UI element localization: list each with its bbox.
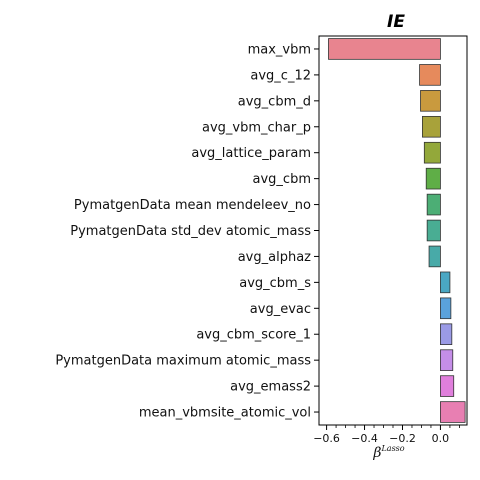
y-tick-label-2: avg_cbm_d bbox=[238, 94, 311, 109]
x-tick-label-0: −0.6 bbox=[313, 432, 340, 445]
bar-14 bbox=[440, 401, 466, 423]
bar-5 bbox=[425, 167, 441, 190]
y-tick-label-3: avg_vbm_char_p bbox=[202, 120, 311, 135]
y-tick-label-1: avg_c_12 bbox=[250, 68, 311, 83]
bar-11 bbox=[440, 323, 453, 346]
bar-0 bbox=[328, 38, 441, 60]
x-axis-label: βLasso bbox=[372, 444, 404, 461]
y-tick-label-6: PymatgenData mean mendeleev_no bbox=[74, 198, 311, 213]
y-tick-label-14: mean_vbmsite_atomic_vol bbox=[139, 406, 311, 421]
bar-2 bbox=[420, 90, 441, 112]
bar-1 bbox=[419, 64, 441, 86]
y-tick-label-12: PymatgenData maximum atomic_mass bbox=[55, 354, 311, 369]
x-axis-label-superscript: Lasso bbox=[380, 444, 404, 453]
y-axis-labels: max_vbm avg_c_12 avg_cbm_d avg_vbm_char_pav… bbox=[55, 42, 319, 421]
bars-group bbox=[328, 38, 466, 423]
chart-title: IE bbox=[387, 12, 405, 32]
y-tick-label-9: avg_cbm_s bbox=[239, 276, 311, 291]
y-tick-label-11: avg_cbm_score_1 bbox=[196, 328, 311, 343]
y-tick-label-8: avg_alphaz bbox=[238, 250, 311, 265]
bar-13 bbox=[440, 375, 455, 397]
y-tick-label-13: avg_emass2 bbox=[230, 380, 311, 395]
bar-8 bbox=[428, 245, 441, 268]
y-tick-label-0: max_vbm bbox=[248, 42, 311, 57]
y-tick-label-7: PymatgenData std_dev atomic_mass bbox=[70, 224, 311, 239]
x-tick-label-3: 0.0 bbox=[432, 432, 450, 445]
x-axis: −0.6 −0.4 −0.2 0.0 bbox=[313, 425, 460, 445]
x-tick-label-2: −0.2 bbox=[389, 432, 416, 445]
x-axis-label-base: β bbox=[372, 445, 381, 461]
y-tick-label-10: avg_evac bbox=[250, 302, 311, 317]
x-tick-label-1: −0.4 bbox=[351, 432, 378, 445]
bar-3 bbox=[422, 115, 441, 138]
y-tick-label-5: avg_cbm bbox=[253, 172, 311, 187]
bar-10 bbox=[440, 297, 452, 320]
bar-4 bbox=[423, 141, 441, 164]
bar-9 bbox=[440, 271, 451, 294]
bar-7 bbox=[426, 219, 441, 242]
bar-6 bbox=[426, 193, 441, 216]
y-tick-label-4: avg_lattice_param bbox=[191, 146, 311, 161]
bar-12 bbox=[440, 349, 454, 371]
